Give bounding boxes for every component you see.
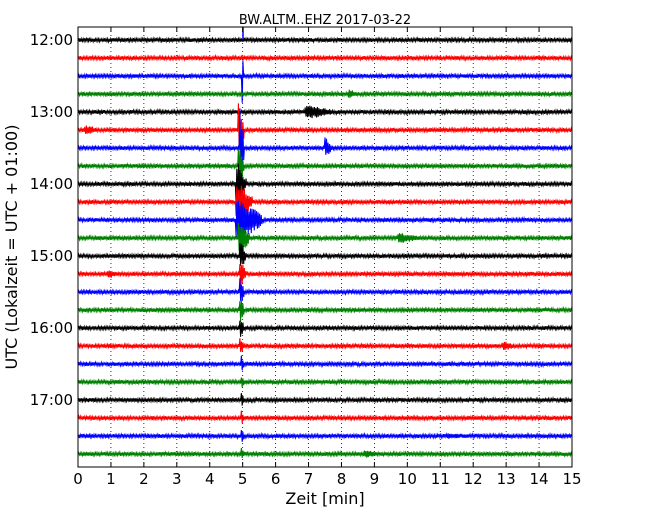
x-tick-label: 14	[530, 470, 549, 488]
trace-row	[77, 278, 573, 302]
x-tick-label: 7	[304, 470, 314, 488]
grid-lines	[110, 27, 540, 467]
trace-row	[77, 355, 573, 371]
trace-row	[77, 264, 573, 289]
trace-row	[77, 300, 573, 322]
trace-row	[77, 393, 573, 406]
trace-row	[77, 149, 573, 181]
trace-row	[77, 410, 573, 424]
x-tick-label: 0	[73, 470, 83, 488]
trace-row	[77, 200, 573, 241]
x-tick-label: 15	[562, 470, 581, 488]
trace-row	[77, 222, 573, 256]
trace-row	[77, 163, 573, 203]
trace-row	[77, 103, 573, 147]
y-tick-label: 17:00	[30, 391, 73, 409]
x-tick-label: 2	[139, 470, 149, 488]
trace-row	[77, 89, 573, 98]
x-tick-label: 13	[497, 470, 516, 488]
trace-row	[77, 448, 573, 459]
y-tick-label: 16:00	[30, 319, 73, 337]
x-tick-label: 12	[464, 470, 483, 488]
y-tick-label: 13:00	[30, 103, 73, 121]
x-axis-label: Zeit [min]	[285, 489, 364, 508]
x-axis-ticks: 0 1 2 3 4 5 6 7 8 9 10 11 12 13 14 15	[73, 27, 582, 488]
x-tick-label: 1	[106, 470, 116, 488]
plot-frame	[77, 26, 573, 468]
chart-title: BW.ALTM..EHZ 2017-03-22	[239, 13, 411, 28]
seismogram-traces	[77, 27, 573, 459]
trace-row	[77, 53, 573, 63]
y-axis-ticks: 12:00 13:00 14:00 15:00 16:00 17:00	[30, 31, 572, 409]
trace-row	[77, 243, 573, 266]
x-tick-label: 6	[271, 470, 281, 488]
y-tick-label: 15:00	[30, 247, 73, 265]
trace-row	[77, 60, 573, 103]
x-tick-label: 11	[431, 470, 450, 488]
y-axis-label: UTC (Lokalzeit = UTC + 01:00)	[2, 125, 21, 370]
x-tick-label: 3	[172, 470, 182, 488]
trace-row	[77, 36, 573, 45]
trace-row	[77, 377, 573, 388]
trace-row	[77, 430, 573, 442]
x-tick-label: 10	[398, 470, 417, 488]
trace-row	[77, 185, 573, 221]
x-tick-label: 5	[238, 470, 248, 488]
x-tick-label: 9	[370, 470, 380, 488]
x-tick-label: 4	[205, 470, 215, 488]
trace-row	[77, 105, 573, 119]
trace-row	[77, 108, 573, 180]
y-tick-label: 12:00	[30, 31, 73, 49]
x-tick-label: 8	[337, 470, 347, 488]
trace-row	[77, 338, 573, 352]
y-tick-label: 14:00	[30, 175, 73, 193]
trace-row	[77, 320, 573, 337]
